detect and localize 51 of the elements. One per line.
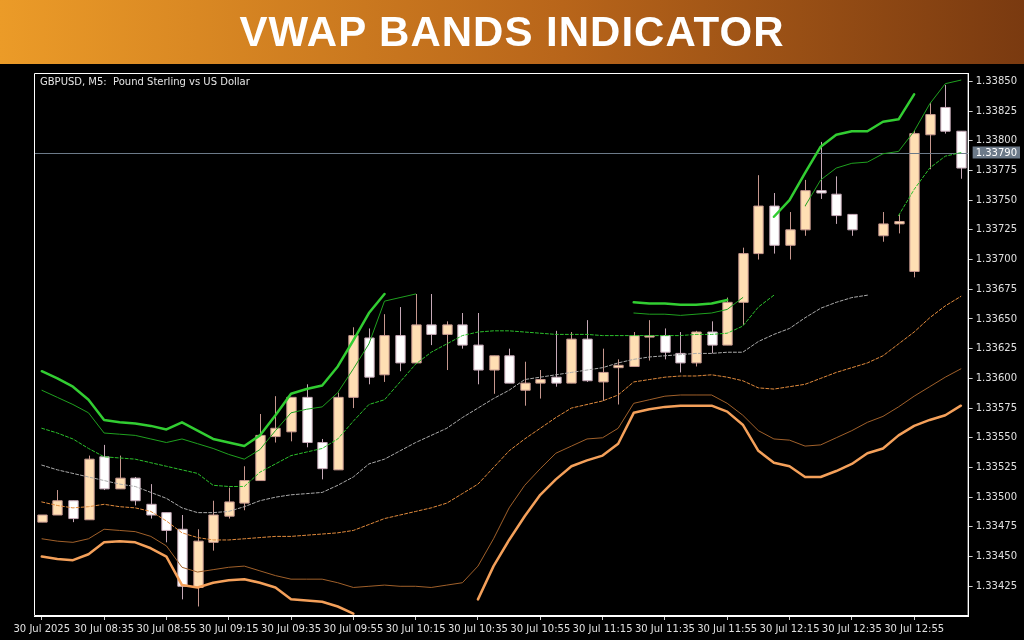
y-tick-label: 1.33725	[975, 223, 1018, 235]
x-tick-label: 30 Jul 10:15	[385, 622, 446, 634]
x-tick-label: 30 Jul 09:35	[261, 622, 322, 634]
candlestick	[161, 512, 172, 543]
x-tick-label: 30 Jul 09:15	[198, 622, 259, 634]
candlestick	[489, 355, 500, 395]
chart-title: VWAP BANDS INDICATOR	[0, 0, 1024, 64]
y-tick-label: 1.33650	[975, 312, 1018, 324]
x-tick-label: 30 Jul 11:55	[697, 622, 758, 634]
y-tick-label: 1.33800	[975, 134, 1018, 146]
ref-line-label: 1.33790	[975, 146, 1018, 158]
candlestick	[644, 319, 655, 362]
y-tick-label: 1.33775	[975, 164, 1018, 176]
candlestick	[426, 293, 437, 346]
y-tick-label: 1.33675	[975, 282, 1018, 294]
candlestick	[457, 312, 468, 350]
x-tick-label: 30 Jul 2025	[13, 622, 71, 634]
candlestick	[224, 487, 235, 520]
candlestick	[442, 320, 453, 371]
y-tick-label: 1.33500	[975, 490, 1018, 502]
y-tick-label: 1.33575	[975, 401, 1018, 413]
candlestick	[831, 175, 842, 225]
x-tick-label: 30 Jul 10:55	[510, 622, 571, 634]
x-tick-label: 30 Jul 11:35	[634, 622, 695, 634]
candlestick	[925, 102, 936, 170]
y-tick-label: 1.33850	[975, 74, 1018, 86]
y-tick-label: 1.33475	[975, 520, 1018, 532]
candlestick	[535, 369, 546, 400]
candlestick	[660, 327, 671, 360]
candlestick	[940, 84, 951, 135]
candlestick	[785, 211, 796, 261]
chart-subtitle: GBPUSD, M5: Pound Sterling vs US Dollar	[40, 75, 251, 87]
x-tick-label: 30 Jul 11:15	[572, 622, 633, 634]
y-tick-label: 1.33550	[975, 431, 1018, 443]
y-tick-label: 1.33525	[975, 461, 1018, 473]
x-tick-label: 30 Jul 09:55	[323, 622, 384, 634]
x-tick-label: 30 Jul 12:35	[821, 622, 882, 634]
y-tick-label: 1.33625	[975, 342, 1018, 354]
y-tick-label: 1.33600	[975, 371, 1018, 383]
x-tick-label: 30 Jul 12:15	[759, 622, 820, 634]
y-tick-label: 1.33825	[975, 104, 1018, 116]
line-series	[41, 295, 962, 541]
y-tick-label: 1.33450	[975, 550, 1018, 562]
y-tick-label: 1.33750	[975, 193, 1018, 205]
x-tick-label: 30 Jul 10:35	[447, 622, 508, 634]
candlestick	[239, 465, 250, 511]
y-tick-label: 1.33425	[975, 579, 1018, 591]
x-tick-label: 30 Jul 08:35	[74, 622, 135, 634]
x-tick-label: 30 Jul 12:55	[884, 622, 945, 634]
x-tick-label: 30 Jul 08:55	[136, 622, 197, 634]
y-tick-label: 1.33700	[975, 253, 1018, 265]
